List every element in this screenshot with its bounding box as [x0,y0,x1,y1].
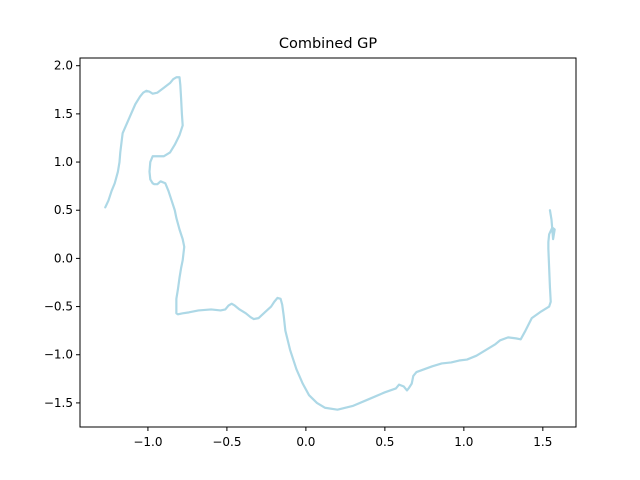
x-axis: −1.0 −0.5 0.0 0.5 1.0 1.5 [133,427,552,449]
x-tick-label: 1.5 [533,435,552,449]
chart-title: Combined GP [279,36,378,52]
x-tick-label: −1.0 [133,435,162,449]
x-tick-label: 0.5 [375,435,394,449]
series-line-0 [104,76,556,411]
y-tick-label: −0.5 [44,300,73,314]
x-tick-label: 1.0 [454,435,473,449]
y-tick-label: 1.0 [54,155,73,169]
x-tick-label: 0.0 [296,435,315,449]
y-tick-label: 0.0 [54,251,73,265]
y-axis: −1.5 −1.0 −0.5 0.0 0.5 1.0 1.5 2.0 [44,59,80,410]
plot-frame [79,57,577,428]
y-tick-label: 1.5 [54,107,73,121]
plot-area [104,76,556,411]
y-tick-label: −1.0 [44,348,73,362]
y-tick-label: −1.5 [44,396,73,410]
x-tick-label: −0.5 [212,435,241,449]
y-tick-label: 2.0 [54,59,73,73]
y-tick-label: 0.5 [54,203,73,217]
